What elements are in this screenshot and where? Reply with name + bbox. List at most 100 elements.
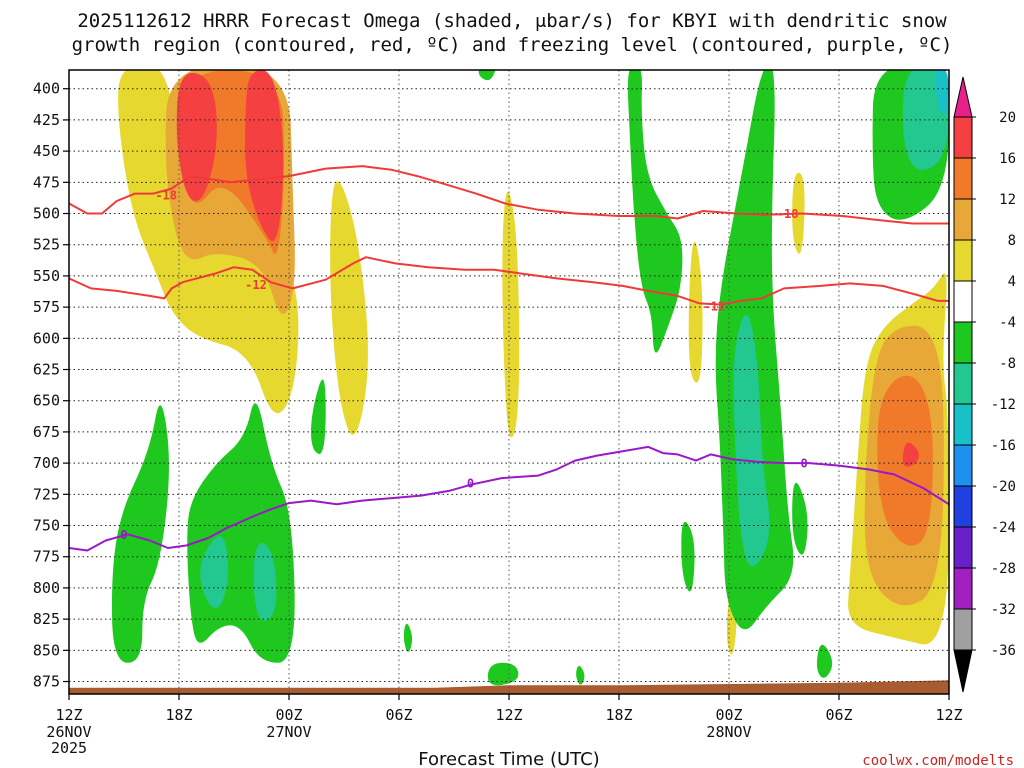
omega-region-yellow	[688, 241, 703, 383]
colorbar-label: -12	[991, 397, 1016, 413]
omega-region-green	[627, 70, 683, 353]
omega-region-red	[902, 442, 919, 467]
y-tick-label: 725	[33, 485, 60, 503]
x-tick-label: 12Z	[495, 706, 522, 724]
colorbar-label: -16	[991, 438, 1016, 454]
colorbar-label: -36	[991, 643, 1016, 659]
omega-shaded-field	[69, 70, 949, 694]
contour-label: 0	[467, 477, 474, 491]
colorbar-bin	[953, 526, 973, 569]
omega-region-yellow	[502, 191, 520, 438]
colorbar-label: -24	[991, 520, 1016, 536]
colorbar-bin	[953, 280, 973, 323]
omega-region-cyan	[935, 70, 949, 114]
contour-line	[69, 256, 949, 306]
chart-title-line1: 2025112612 HRRR Forecast Omega (shaded, …	[77, 10, 947, 32]
y-tick-label: 700	[33, 454, 60, 472]
y-tick-label: 425	[33, 111, 60, 129]
x-tick-date: 26NOV	[46, 723, 91, 741]
x-tick-label: 12Z	[935, 706, 962, 724]
y-tick-label: 625	[33, 361, 60, 379]
colorbar: 20 16 12 8 4 -4 -8 -12 -16 -20 -24 -28 -32 -36	[953, 76, 1016, 693]
omega-region-green	[487, 662, 519, 686]
colorbar-bin	[953, 321, 973, 364]
y-tick-label: 500	[33, 205, 60, 223]
omega-region-teal	[253, 542, 277, 621]
omega-region-green	[111, 405, 169, 663]
omega-region-yellow	[330, 181, 368, 435]
colorbar-label: -20	[991, 479, 1016, 495]
omega-region-green	[681, 521, 695, 592]
y-axis: 400 425 450 475 500 525 550 575 600 625 650 675 700 7…	[33, 80, 69, 691]
colorbar-bin	[953, 362, 973, 405]
contour-label: 0	[801, 457, 808, 471]
y-tick-label: 400	[33, 80, 60, 98]
omega-region-green	[187, 403, 295, 663]
omega-region-red	[176, 72, 217, 201]
colorbar-bin	[953, 608, 973, 651]
y-tick-label: 875	[33, 673, 60, 691]
colorbar-label: 12	[999, 192, 1016, 208]
colorbar-label: 4	[1008, 274, 1016, 290]
x-axis-label: Forecast Time (UTC)	[418, 749, 599, 768]
omega-region-green	[478, 70, 496, 81]
y-tick-label: 575	[33, 298, 60, 316]
colorbar-bin	[953, 157, 973, 200]
colorbar-label: 8	[1008, 233, 1016, 249]
contour-line	[69, 165, 949, 225]
y-tick-label: 450	[33, 142, 60, 160]
colorbar-bin	[953, 444, 973, 487]
colorbar-over-triangle	[953, 76, 973, 118]
colorbar-bin	[953, 116, 973, 159]
x-tick-label: 18Z	[165, 706, 192, 724]
y-tick-label: 850	[33, 641, 60, 659]
omega-region-yellow	[118, 70, 299, 414]
colorbar-label: 16	[999, 151, 1016, 167]
y-tick-label: 525	[33, 236, 60, 254]
omega-region-teal	[200, 536, 229, 609]
x-tick-year: 2025	[51, 739, 87, 757]
y-tick-label: 825	[33, 610, 60, 628]
gridlines	[69, 70, 949, 694]
omega-region-green	[403, 623, 413, 652]
omega-region-green	[792, 482, 808, 555]
x-tick-label: 00Z	[275, 706, 302, 724]
x-tick-label: 06Z	[385, 706, 412, 724]
colorbar-bin	[953, 198, 973, 241]
x-tick-label: 12Z	[55, 706, 82, 724]
y-tick-label: 750	[33, 517, 60, 535]
chart-title-line2: growth region (contoured, red, ºC) and f…	[72, 34, 953, 56]
x-tick-label: 00Z	[715, 706, 742, 724]
contour-label: -18	[777, 207, 799, 221]
colorbar-bin	[953, 403, 973, 446]
credit-text: coolwx.com/modelts	[862, 753, 1014, 768]
colorbar-label: -32	[991, 602, 1016, 618]
y-tick-label: 775	[33, 548, 60, 566]
colorbar-bin	[953, 567, 973, 610]
y-tick-label: 475	[33, 173, 60, 191]
contour-label: -12	[245, 278, 267, 292]
omega-region-green	[576, 665, 585, 685]
y-tick-label: 550	[33, 267, 60, 285]
x-tick-label: 06Z	[825, 706, 852, 724]
colorbar-label: 20	[999, 110, 1016, 126]
contour-labels: -18 -18 -12 -12 0 0 0	[120, 188, 808, 541]
colorbar-label: -4	[999, 315, 1016, 331]
y-tick-label: 800	[33, 579, 60, 597]
x-tick-date: 28NOV	[706, 723, 751, 741]
contour-label: -18	[155, 188, 177, 202]
colorbar-label: -8	[999, 356, 1016, 372]
colorbar-bin	[953, 485, 973, 528]
contour-label: -12	[703, 299, 725, 313]
colorbar-label: -28	[991, 561, 1016, 577]
colorbar-bin	[953, 239, 973, 282]
omega-region-green	[311, 379, 326, 454]
temperature-contours	[69, 165, 949, 552]
omega-region-teal	[733, 314, 770, 567]
y-tick-label: 650	[33, 392, 60, 410]
x-tick-label: 18Z	[605, 706, 632, 724]
colorbar-under-triangle	[953, 649, 973, 693]
omega-region-green	[816, 644, 833, 678]
